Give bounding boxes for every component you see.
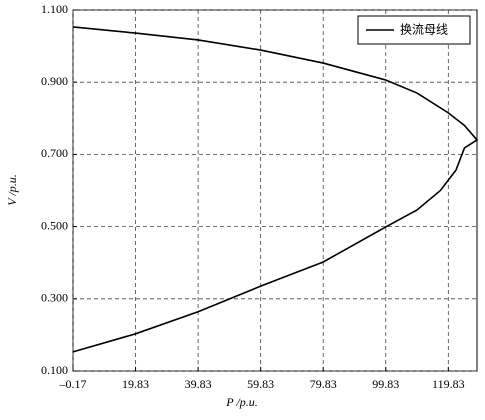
y-tick-label: 0.900	[41, 74, 68, 88]
y-axis-label: V /p.u.	[5, 174, 19, 205]
x-tick-label: 79.83	[310, 377, 337, 391]
y-tick-label: 1.100	[41, 2, 68, 16]
x-axis-label: P /p.u.	[225, 395, 257, 409]
plot-frame	[72, 9, 478, 372]
x-tick-label: 119.83	[432, 377, 465, 391]
x-tick-label: 39.83	[185, 377, 212, 391]
y-tick-label: 0.700	[41, 146, 68, 160]
x-tick-label: 19.83	[122, 377, 149, 391]
legend-label: 换流母线	[400, 23, 448, 37]
x-tick-label: 59.83	[247, 377, 274, 391]
y-tick-label: 0.300	[41, 291, 68, 305]
y-tick-label: 0.100	[41, 363, 68, 377]
data-line	[72, 26, 479, 353]
x-tick-label: 99.83	[372, 377, 399, 391]
x-tick-label: –0.17	[59, 377, 87, 391]
y-tick-label: 0.500	[41, 218, 68, 232]
